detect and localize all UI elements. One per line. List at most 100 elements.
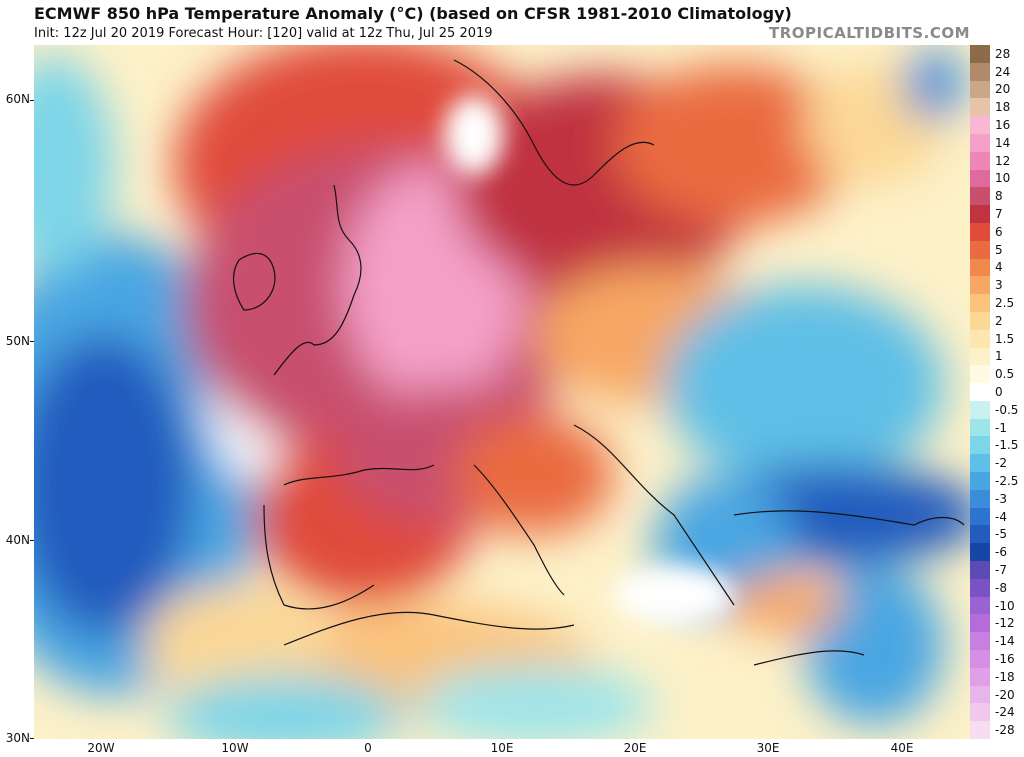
lat-tick: [30, 100, 34, 101]
colorbar-label: -16: [995, 651, 1015, 666]
lat-tick: [30, 738, 34, 739]
anomaly-map: [34, 45, 970, 739]
lat-tick: [30, 540, 34, 541]
colorbar-label: 28: [995, 46, 1011, 61]
colorbar-label: 1.5: [995, 331, 1015, 346]
colorbar-swatch: [970, 721, 990, 740]
colorbar-label: -2.5: [995, 473, 1019, 488]
watermark: TROPICALTIDBITS.COM: [769, 24, 970, 42]
colorbar-swatch: [970, 507, 990, 526]
colorbar-label: 10: [995, 171, 1011, 186]
map-title: ECMWF 850 hPa Temperature Anomaly (°C) (…: [34, 4, 792, 23]
colorbar-swatch: [970, 294, 990, 313]
colorbar-swatch: [970, 578, 990, 598]
colorbar-swatch: [970, 436, 990, 455]
colorbar-label: -12: [995, 616, 1015, 631]
colorbar-label: 24: [995, 64, 1011, 79]
colorbar-swatch: [970, 400, 990, 420]
colorbar: [970, 45, 990, 740]
colorbar-swatch: [970, 650, 990, 669]
colorbar-label: 4: [995, 260, 1003, 275]
colorbar-swatch: [970, 276, 990, 295]
colorbar-label: -7: [995, 562, 1007, 577]
colorbar-label: 20: [995, 82, 1011, 97]
lat-label-60n: 60N: [5, 92, 30, 106]
map-subtitle: Init: 12z Jul 20 2019 Forecast Hour: [12…: [34, 26, 493, 41]
lon-label-0: 0: [364, 741, 372, 755]
colorbar-swatch: [970, 703, 990, 722]
colorbar-label: -28: [995, 723, 1015, 738]
colorbar-swatch: [970, 525, 990, 544]
colorbar-label: 12: [995, 153, 1011, 168]
colorbar-label: -8: [995, 580, 1007, 595]
colorbar-swatch: [970, 667, 990, 687]
colorbar-swatch: [970, 347, 990, 366]
colorbar-swatch: [970, 489, 990, 509]
colorbar-label: -5: [995, 527, 1007, 542]
colorbar-label: 2: [995, 313, 1003, 328]
colorbar-swatch: [970, 258, 990, 277]
colorbar-swatch: [970, 116, 990, 135]
colorbar-label: -1.5: [995, 438, 1019, 453]
colorbar-label: 3: [995, 278, 1003, 293]
colorbar-swatch: [970, 45, 990, 64]
colorbar-swatch: [970, 329, 990, 348]
colorbar-swatch: [970, 62, 990, 82]
colorbar-label: 16: [995, 118, 1011, 133]
colorbar-label: -2: [995, 456, 1007, 471]
lat-label-40n: 40N: [5, 533, 30, 547]
colorbar-swatch: [970, 561, 990, 580]
colorbar-swatch: [970, 596, 990, 615]
colorbar-swatch: [970, 240, 990, 260]
lat-tick: [30, 341, 34, 342]
colorbar-label: -24: [995, 705, 1015, 720]
colorbar-swatch: [970, 187, 990, 206]
colorbar-label: 18: [995, 100, 1011, 115]
colorbar-swatch: [970, 543, 990, 562]
colorbar-label: -3: [995, 491, 1007, 506]
colorbar-swatch: [970, 454, 990, 473]
colorbar-swatch: [970, 614, 990, 633]
colorbar-label: 14: [995, 135, 1011, 150]
colorbar-swatch: [970, 222, 990, 242]
colorbar-swatch: [970, 418, 990, 437]
colorbar-label: -18: [995, 669, 1015, 684]
lon-label-10e: 10E: [490, 741, 514, 755]
colorbar-label: -20: [995, 687, 1015, 702]
colorbar-label: -1: [995, 420, 1007, 435]
colorbar-swatch: [970, 98, 990, 117]
colorbar-label: 5: [995, 242, 1003, 257]
colorbar-label: -10: [995, 598, 1015, 613]
colorbar-swatch: [970, 632, 990, 651]
colorbar-swatch: [970, 685, 990, 704]
colorbar-swatch: [970, 169, 990, 188]
colorbar-swatch: [970, 365, 990, 384]
colorbar-swatch: [970, 151, 990, 171]
lat-label-50n: 50N: [5, 334, 30, 348]
lon-label-10w: 10W: [221, 741, 249, 755]
lon-label-30e: 30E: [756, 741, 780, 755]
colorbar-label: 8: [995, 189, 1003, 204]
colorbar-label: 2.5: [995, 296, 1015, 311]
lon-label-20e: 20E: [623, 741, 647, 755]
colorbar-label: -14: [995, 634, 1015, 649]
colorbar-label: 0: [995, 385, 1003, 399]
colorbar-swatch: [970, 133, 990, 153]
lon-label-40e: 40E: [890, 741, 914, 755]
colorbar-swatch: [970, 383, 990, 402]
lat-label-30n: 30N: [5, 731, 30, 745]
lon-label-20w: 20W: [87, 741, 115, 755]
colorbar-label: 1: [995, 349, 1003, 364]
colorbar-label: -6: [995, 545, 1007, 560]
colorbar-label: -0.5: [995, 402, 1019, 417]
colorbar-swatch: [970, 80, 990, 99]
colorbar-label: 0.5: [995, 367, 1015, 382]
colorbar-swatch: [970, 205, 990, 224]
colorbar-swatch: [970, 472, 990, 491]
colorbar-label: 7: [995, 207, 1003, 222]
anomaly-field: [34, 45, 970, 739]
colorbar-swatch: [970, 311, 990, 331]
colorbar-label: 6: [995, 224, 1003, 239]
coastlines: [232, 59, 965, 666]
colorbar-label: -4: [995, 509, 1007, 524]
